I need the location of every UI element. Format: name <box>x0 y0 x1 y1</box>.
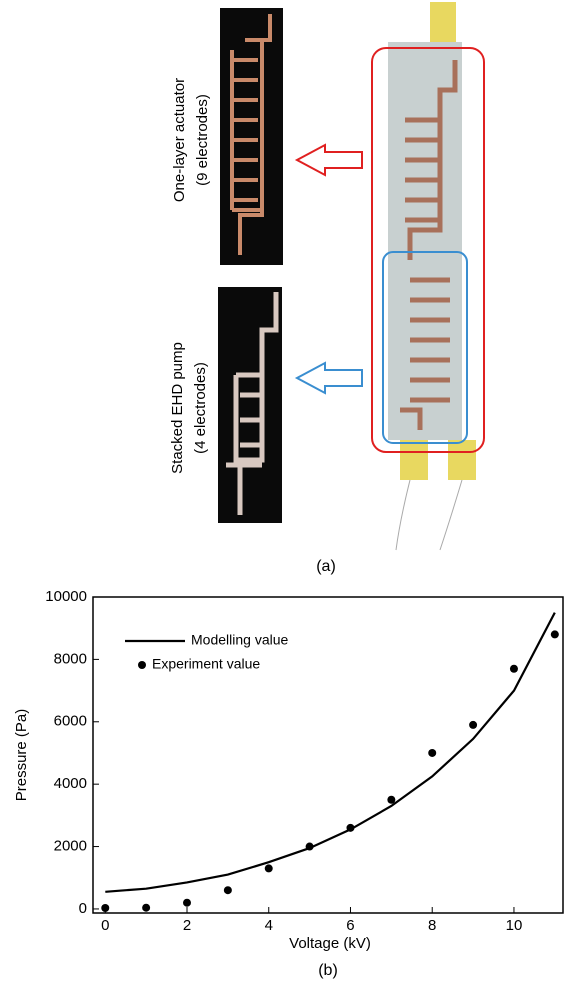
data-point <box>142 903 151 912</box>
data-point <box>223 886 232 895</box>
arrow-blue <box>294 361 363 395</box>
data-point <box>509 664 518 673</box>
y-tick-label: 0 <box>79 900 87 917</box>
model-line <box>105 612 556 893</box>
data-point <box>305 842 314 851</box>
callout-subtitle: (4 electrodes) <box>192 362 209 454</box>
data-point <box>428 748 437 757</box>
legend-label: Experiment value <box>152 656 260 672</box>
data-point <box>469 720 478 729</box>
x-tick-label: 10 <box>506 917 523 934</box>
y-tick-label: 2000 <box>54 838 87 855</box>
panel-label: (b) <box>318 962 338 979</box>
arrow-red <box>294 143 363 177</box>
panel-label: (a) <box>316 558 336 575</box>
y-tick-label: 8000 <box>54 650 87 667</box>
y-tick-label: 6000 <box>54 713 87 730</box>
x-tick-label: 0 <box>101 917 109 934</box>
data-point <box>550 630 559 639</box>
plot-frame <box>92 596 564 914</box>
legend-label: Modelling value <box>191 632 288 648</box>
chart: 0 2000 4000 6000 8000 10000 0 2 4 6 8 10 Modelling v… <box>45 588 564 934</box>
data-point <box>387 795 396 804</box>
x-tick-label: 6 <box>346 917 354 934</box>
data-point <box>346 823 355 832</box>
x-tick-label: 2 <box>183 917 191 934</box>
photo-one-layer <box>220 8 283 265</box>
x-tick-label: 4 <box>265 917 273 934</box>
data-point <box>264 864 273 873</box>
data-point <box>101 904 110 913</box>
y-tick-label: 10000 <box>45 588 87 605</box>
x-axis-label: Voltage (kV) <box>289 935 371 952</box>
callout-subtitle: (9 electrodes) <box>194 94 211 186</box>
y-axis-label: Pressure (Pa) <box>13 709 30 802</box>
x-tick-label: 8 <box>428 917 436 934</box>
callout-title: One-layer actuator <box>171 78 188 202</box>
legend-swatch <box>138 661 146 669</box>
photo-device <box>371 2 485 551</box>
callout-title: Stacked EHD pump <box>169 342 186 474</box>
data-point <box>183 898 191 907</box>
y-tick-label: 4000 <box>54 775 87 792</box>
photo-stacked-pump <box>218 287 282 523</box>
